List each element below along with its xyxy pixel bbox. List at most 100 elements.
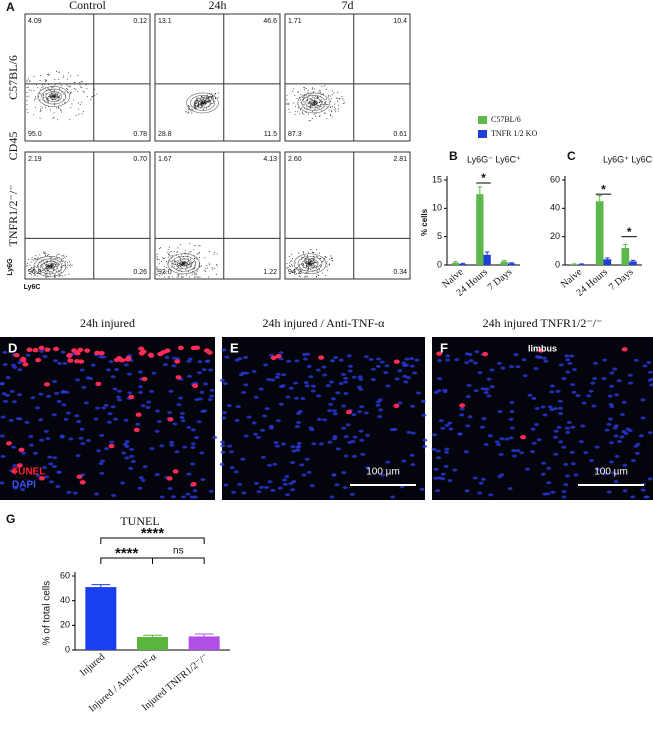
nucleus <box>454 358 460 362</box>
nucleus <box>123 363 129 367</box>
event-dot <box>308 102 310 104</box>
nucleus <box>368 357 374 361</box>
event-dot <box>26 87 28 89</box>
nucleus <box>507 487 513 491</box>
flow-plot: 1.71 10.487.3 0.61 <box>284 13 411 142</box>
quadrant-value: 0.70 <box>133 156 147 163</box>
nucleus <box>12 464 18 468</box>
event-dot <box>184 249 186 251</box>
nucleus <box>558 440 564 444</box>
event-dot <box>175 268 177 270</box>
event-dot <box>288 104 290 106</box>
nucleus <box>421 413 427 417</box>
event-dot <box>327 103 329 105</box>
event-dot <box>66 267 68 269</box>
nucleus <box>220 450 226 454</box>
significance-label: * <box>627 225 632 239</box>
event-dot <box>318 265 320 267</box>
event-dot <box>172 276 174 278</box>
event-dot <box>318 101 320 103</box>
nucleus <box>370 367 376 371</box>
nucleus <box>478 481 484 485</box>
event-dot <box>205 99 207 101</box>
event-dot <box>39 267 41 269</box>
nucleus <box>186 425 192 429</box>
event-dot <box>158 275 160 277</box>
nucleus <box>378 408 384 412</box>
nucleus <box>127 391 133 395</box>
event-dot <box>188 106 190 108</box>
event-dot <box>183 262 185 264</box>
event-dot <box>309 259 311 261</box>
contour <box>49 93 59 100</box>
event-dot <box>326 88 328 90</box>
event-dot <box>56 71 58 73</box>
nucleus <box>286 359 292 363</box>
event-dot <box>67 85 69 87</box>
nucleus <box>542 492 548 496</box>
nucleus <box>280 384 286 388</box>
event-dot <box>302 250 304 252</box>
nucleus <box>412 371 418 375</box>
event-dot <box>58 96 60 98</box>
event-dot <box>306 256 308 258</box>
event-dot <box>308 120 310 122</box>
nucleus <box>359 438 365 442</box>
nucleus <box>561 495 567 499</box>
event-dot <box>62 265 64 267</box>
event-dot <box>186 263 188 265</box>
event-dot <box>193 272 195 274</box>
event-dot <box>195 276 197 278</box>
event-dot <box>193 249 195 251</box>
y-tick-label: 20 <box>550 231 560 241</box>
nucleus <box>561 377 567 381</box>
event-dot <box>311 117 313 119</box>
nucleus <box>464 352 470 356</box>
event-dot <box>26 109 28 111</box>
nucleus <box>359 405 365 409</box>
nucleus <box>376 357 382 361</box>
nucleus <box>440 426 446 430</box>
nucleus <box>533 367 539 371</box>
nucleus <box>138 476 144 480</box>
nucleus <box>308 375 314 379</box>
event-dot <box>331 257 333 259</box>
nucleus <box>609 371 615 375</box>
event-dot <box>330 95 332 97</box>
nucleus <box>392 428 398 432</box>
nucleus <box>234 418 240 422</box>
nucleus <box>440 472 446 476</box>
event-dot <box>60 274 62 276</box>
nucleus <box>343 435 349 439</box>
event-dot <box>51 256 53 258</box>
event-dot <box>291 263 293 265</box>
tunel-cell <box>157 351 164 357</box>
nucleus <box>365 466 371 470</box>
nucleus <box>477 371 483 375</box>
event-dot <box>296 267 298 269</box>
nucleus <box>296 441 302 445</box>
event-dot <box>45 270 47 272</box>
contour <box>33 255 67 277</box>
nucleus <box>246 415 252 419</box>
event-dot <box>187 111 189 113</box>
nucleus <box>602 358 608 362</box>
event-dot <box>77 74 79 76</box>
nucleus <box>481 417 487 421</box>
event-dot <box>200 96 202 98</box>
nucleus <box>303 381 309 385</box>
event-dot <box>311 88 313 90</box>
tunel-cell <box>16 463 23 468</box>
nucleus <box>267 463 273 467</box>
nucleus <box>39 438 45 442</box>
event-dot <box>337 100 339 102</box>
nucleus <box>35 406 41 410</box>
event-dot <box>73 82 75 84</box>
event-dot <box>315 115 317 117</box>
nucleus <box>78 436 84 440</box>
nucleus <box>640 398 646 402</box>
nucleus <box>290 488 296 492</box>
y-tick-label: 0 <box>65 644 70 654</box>
nucleus <box>345 423 351 427</box>
event-dot <box>54 78 56 80</box>
